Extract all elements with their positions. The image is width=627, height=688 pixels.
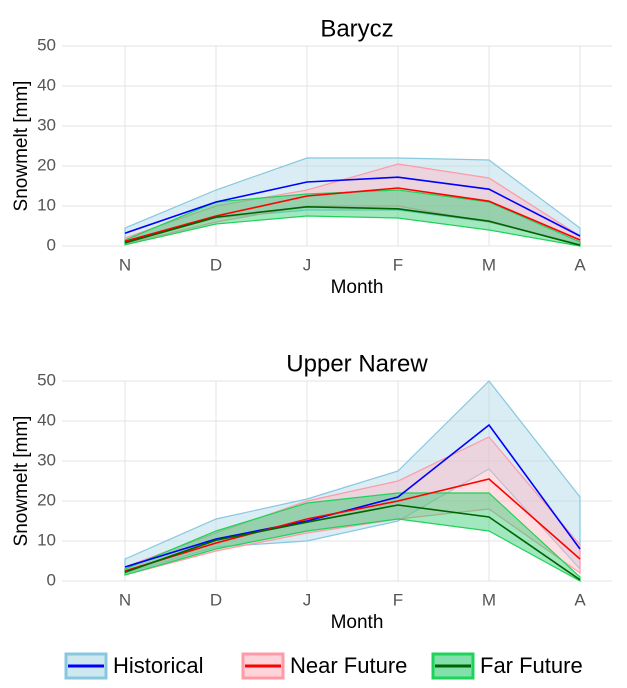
y-tick-label: 50: [37, 35, 56, 54]
y-tick-label: 30: [37, 115, 56, 134]
line: [124, 187, 581, 242]
x-tick-label: J: [303, 590, 312, 609]
x-tick-label: D: [210, 255, 222, 274]
y-axis-title: Snowmelt [mm]: [11, 416, 32, 547]
line: [124, 176, 581, 237]
y-tick-label: 10: [37, 195, 56, 214]
line: [124, 205, 581, 246]
chart-title: Barycz: [320, 15, 393, 42]
y-tick-label: 0: [47, 235, 56, 254]
line: [124, 478, 581, 572]
y-tick-label: 40: [37, 75, 56, 94]
x-tick-label: A: [574, 255, 586, 274]
line: [124, 504, 581, 581]
legend-label: Near Future: [290, 653, 407, 678]
x-axis-title: Month: [331, 612, 384, 633]
x-tick-label: M: [482, 255, 496, 274]
y-tick-label: 20: [37, 155, 56, 174]
x-tick-label: F: [393, 255, 403, 274]
band: [124, 436, 581, 576]
y-tick-label: 40: [37, 410, 56, 429]
legend-swatch: [64, 652, 108, 680]
y-tick-label: 0: [47, 570, 56, 589]
legend-label: Far Future: [480, 653, 583, 678]
x-tick-label: J: [303, 255, 312, 274]
y-tick-label: 10: [37, 530, 56, 549]
line: [124, 423, 581, 568]
band: [124, 189, 581, 247]
x-tick-label: N: [119, 590, 131, 609]
y-axis-title: Snowmelt [mm]: [11, 81, 32, 212]
x-tick-label: A: [574, 590, 586, 609]
y-tick-label: 20: [37, 490, 56, 509]
y-tick-label: 50: [37, 370, 56, 389]
x-tick-label: D: [210, 590, 222, 609]
x-tick-label: M: [482, 590, 496, 609]
chart-title: Upper Narew: [286, 350, 428, 377]
x-tick-label: F: [393, 590, 403, 609]
legend-label: Historical: [113, 653, 203, 678]
x-axis-title: Month: [331, 277, 384, 298]
band: [124, 492, 581, 583]
y-tick-label: 30: [37, 450, 56, 469]
x-tick-label: N: [119, 255, 131, 274]
